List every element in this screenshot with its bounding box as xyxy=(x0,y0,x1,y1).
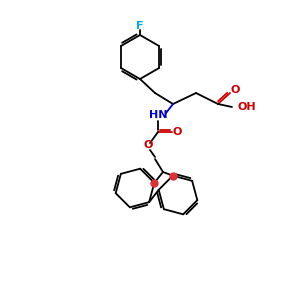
Text: O: O xyxy=(172,127,182,137)
Text: OH: OH xyxy=(238,102,256,112)
Text: O: O xyxy=(230,85,240,95)
Text: O: O xyxy=(143,140,153,150)
Text: F: F xyxy=(136,21,144,31)
Text: HN: HN xyxy=(149,110,167,120)
